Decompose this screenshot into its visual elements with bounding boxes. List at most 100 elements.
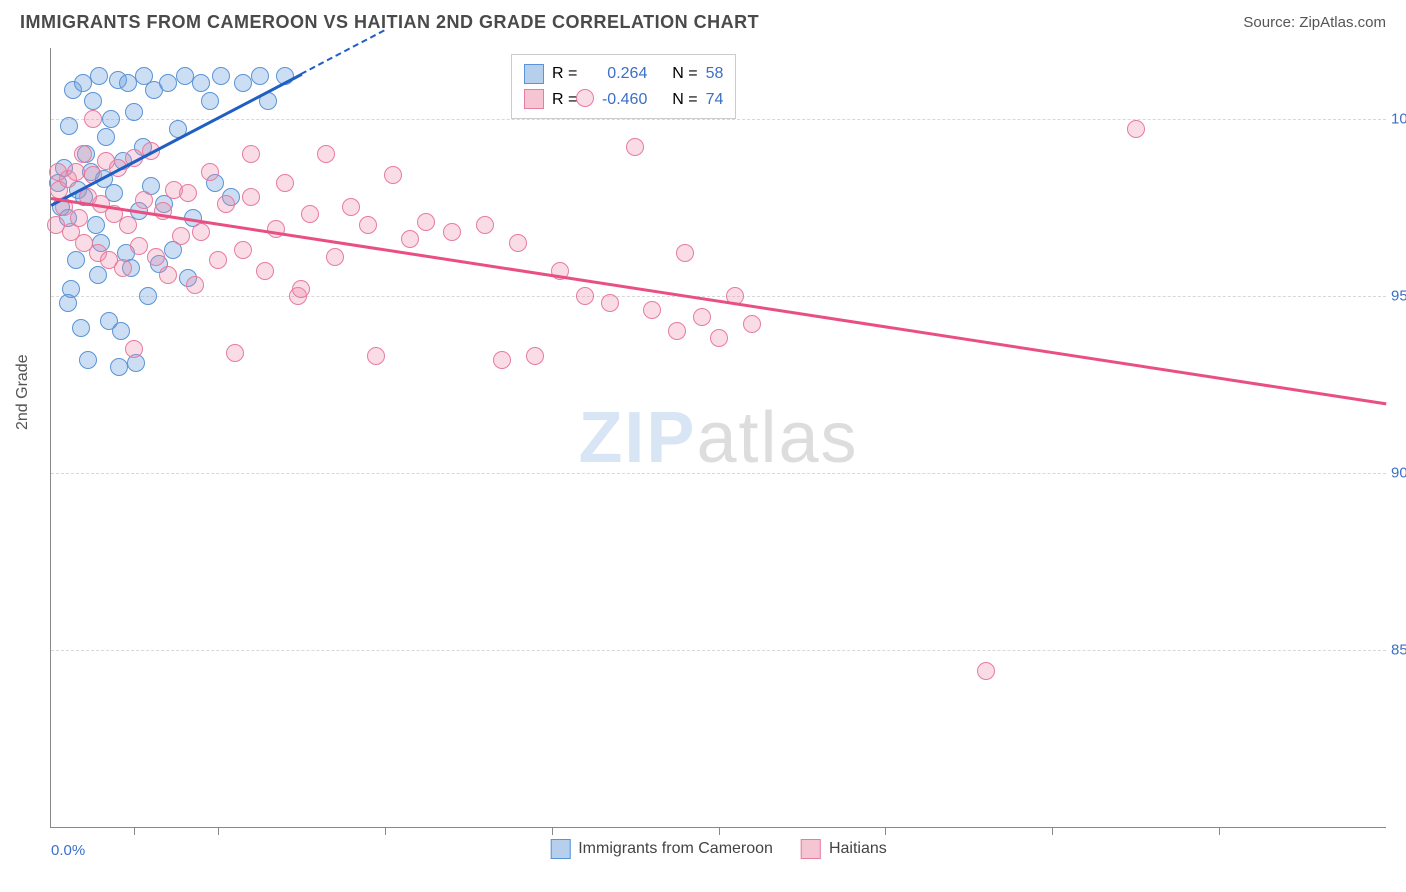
y-tick-label: 95.0% (1391, 287, 1406, 304)
gridline (51, 296, 1386, 297)
data-point-haitians (159, 266, 177, 284)
data-point-haitians (710, 329, 728, 347)
data-point-haitians (401, 230, 419, 248)
data-point-cameroon (212, 67, 230, 85)
data-point-haitians (256, 262, 274, 280)
data-point-haitians (186, 276, 204, 294)
x-tick (218, 827, 219, 835)
data-point-cameroon (72, 319, 90, 337)
legend-item-cameroon: Immigrants from Cameroon (550, 839, 773, 859)
x-tick (385, 827, 386, 835)
data-point-haitians (292, 280, 310, 298)
scatter-plot-area: ZIPatlas R = 0.264 N = 58 R = -0.460 N =… (50, 48, 1386, 828)
data-point-cameroon (251, 67, 269, 85)
data-point-haitians (576, 287, 594, 305)
y-axis-label: 2nd Grade (14, 354, 32, 430)
data-point-haitians (693, 308, 711, 326)
data-point-haitians (626, 138, 644, 156)
n-value-haitians: 74 (706, 87, 724, 113)
data-point-haitians (217, 195, 235, 213)
watermark: ZIPatlas (578, 397, 858, 479)
data-point-haitians (119, 216, 137, 234)
data-point-haitians (326, 248, 344, 266)
data-point-cameroon (67, 251, 85, 269)
n-label: N = (672, 61, 697, 87)
r-label: R = (552, 61, 577, 87)
data-point-haitians (226, 344, 244, 362)
data-point-haitians (1127, 120, 1145, 138)
legend-swatch-haitians (801, 839, 821, 859)
data-point-haitians (147, 248, 165, 266)
x-tick (719, 827, 720, 835)
data-point-haitians (668, 322, 686, 340)
stats-row-cameroon: R = 0.264 N = 58 (524, 61, 723, 87)
data-point-haitians (201, 163, 219, 181)
watermark-atlas: atlas (696, 398, 858, 478)
legend-label-haitians: Haitians (829, 840, 887, 858)
data-point-cameroon (234, 74, 252, 92)
data-point-haitians (234, 241, 252, 259)
data-point-haitians (443, 223, 461, 241)
data-point-haitians (242, 145, 260, 163)
x-tick (1052, 827, 1053, 835)
data-point-cameroon (125, 103, 143, 121)
data-point-cameroon (97, 128, 115, 146)
y-tick-label: 90.0% (1391, 464, 1406, 481)
data-point-haitians (301, 205, 319, 223)
data-point-haitians (242, 188, 260, 206)
gridline (51, 650, 1386, 651)
data-point-cameroon (84, 92, 102, 110)
n-value-cameroon: 58 (706, 61, 724, 87)
data-point-cameroon (60, 117, 78, 135)
data-point-haitians (84, 110, 102, 128)
data-point-haitians (47, 216, 65, 234)
data-point-haitians (493, 351, 511, 369)
data-point-haitians (977, 662, 995, 680)
data-point-haitians (114, 259, 132, 277)
r-label: R = (552, 87, 577, 113)
data-point-cameroon (119, 74, 137, 92)
data-point-haitians (130, 237, 148, 255)
data-point-cameroon (201, 92, 219, 110)
y-tick-label: 100.0% (1391, 110, 1406, 127)
stats-legend: R = 0.264 N = 58 R = -0.460 N = 74 (511, 54, 736, 119)
x-tick (1219, 827, 1220, 835)
data-point-cameroon (90, 67, 108, 85)
data-point-haitians (476, 216, 494, 234)
watermark-zip: ZIP (578, 398, 696, 478)
data-point-haitians (576, 89, 594, 107)
x-axis-min-label: 0.0% (51, 842, 85, 859)
data-point-haitians (526, 347, 544, 365)
data-point-cameroon (110, 358, 128, 376)
data-point-haitians (70, 209, 88, 227)
legend-swatch-cameroon (550, 839, 570, 859)
x-tick (134, 827, 135, 835)
data-point-cameroon (59, 294, 77, 312)
x-tick (552, 827, 553, 835)
stats-row-haitians: R = -0.460 N = 74 (524, 87, 723, 113)
data-point-haitians (384, 166, 402, 184)
n-label: N = (672, 87, 697, 113)
data-point-haitians (172, 227, 190, 245)
data-point-cameroon (192, 74, 210, 92)
swatch-haitians (524, 89, 544, 109)
data-point-haitians (67, 163, 85, 181)
data-point-haitians (509, 234, 527, 252)
chart-title: IMMIGRANTS FROM CAMEROON VS HAITIAN 2ND … (20, 12, 759, 33)
data-point-haitians (317, 145, 335, 163)
r-value-cameroon: 0.264 (585, 61, 647, 87)
data-point-haitians (342, 198, 360, 216)
data-point-cameroon (176, 67, 194, 85)
source-attribution: Source: ZipAtlas.com (1243, 14, 1386, 31)
r-value-haitians: -0.460 (585, 87, 647, 113)
y-tick-label: 85.0% (1391, 641, 1406, 658)
data-point-haitians (135, 191, 153, 209)
source-name: ZipAtlas.com (1299, 14, 1386, 31)
gridline (51, 119, 1386, 120)
source-prefix: Source: (1243, 14, 1299, 31)
data-point-haitians (209, 251, 227, 269)
data-point-haitians (601, 294, 619, 312)
data-point-cameroon (87, 216, 105, 234)
data-point-cameroon (74, 74, 92, 92)
data-point-haitians (125, 340, 143, 358)
